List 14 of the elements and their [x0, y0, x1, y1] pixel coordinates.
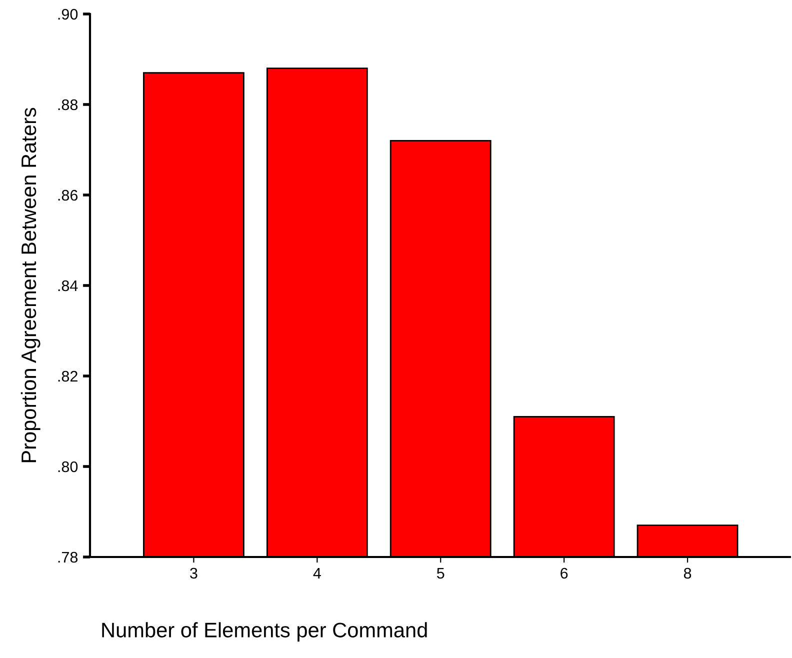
y-axis-title: Proportion Agreement Between Raters [20, 108, 40, 462]
y-tick-label: .82 [58, 370, 78, 382]
y-tick-label: .88 [58, 99, 78, 110]
x-tick-label: 4 [313, 568, 321, 578]
y-tick-label: .90 [58, 8, 78, 20]
y-tick-label: .80 [58, 461, 78, 472]
y-tick-label: .78 [58, 552, 78, 563]
x-tick-label: 6 [560, 568, 568, 579]
x-tick-label: 3 [190, 568, 198, 579]
y-tick-label: .86 [58, 190, 78, 201]
y-tick-label: .84 [58, 280, 78, 292]
x-tick-label: 8 [684, 568, 692, 579]
x-tick-label: 5 [436, 568, 444, 579]
x-axis-title: Number of Elements per Command [102, 622, 427, 642]
